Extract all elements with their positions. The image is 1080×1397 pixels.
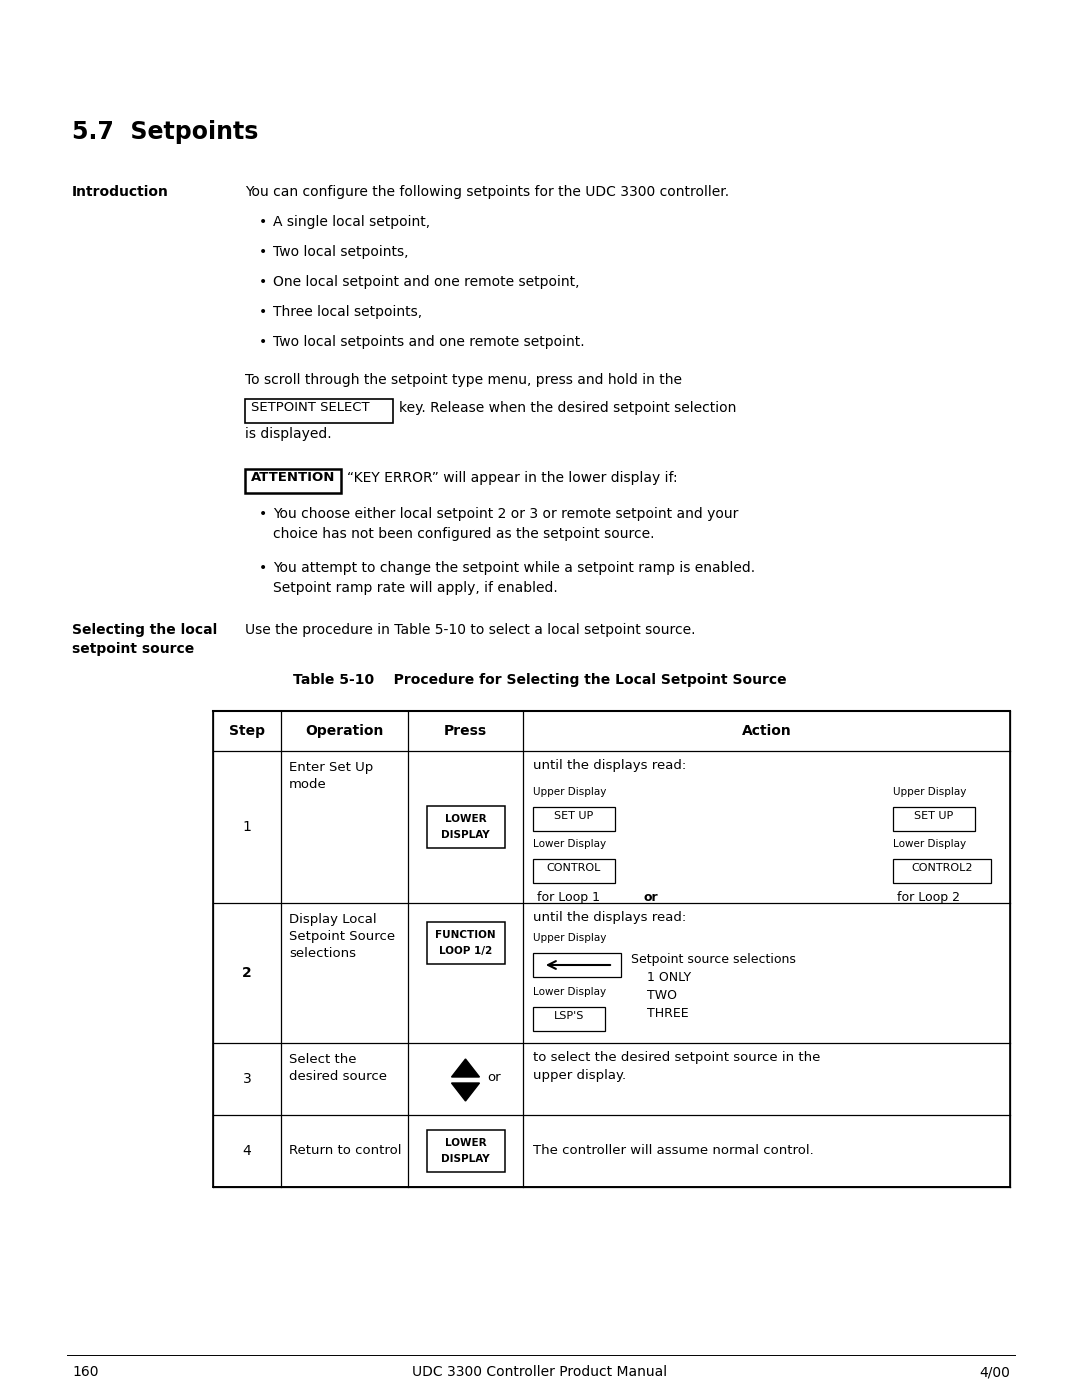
Text: Table 5-10    Procedure for Selecting the Local Setpoint Source: Table 5-10 Procedure for Selecting the L…: [293, 673, 787, 687]
Text: A single local setpoint,: A single local setpoint,: [273, 215, 430, 229]
Text: •: •: [259, 335, 267, 349]
Text: Operation: Operation: [306, 724, 383, 738]
Text: You choose either local setpoint 2 or 3 or remote setpoint and your: You choose either local setpoint 2 or 3 …: [273, 507, 739, 521]
Text: Lower Display: Lower Display: [534, 840, 606, 849]
Polygon shape: [451, 1083, 480, 1101]
Text: DISPLAY: DISPLAY: [442, 830, 490, 840]
Bar: [245, 400, 393, 423]
Text: 4/00: 4/00: [980, 1365, 1010, 1379]
Text: to select the desired setpoint source in the
upper display.: to select the desired setpoint source in…: [534, 1051, 821, 1083]
Text: Upper Display: Upper Display: [893, 787, 967, 798]
Text: UDC 3300 Controller Product Manual: UDC 3300 Controller Product Manual: [413, 1365, 667, 1379]
Text: Setpoint ramp rate will apply, if enabled.: Setpoint ramp rate will apply, if enable…: [273, 581, 557, 595]
Text: You attempt to change the setpoint while a setpoint ramp is enabled.: You attempt to change the setpoint while…: [273, 562, 755, 576]
Text: •: •: [259, 507, 267, 521]
Text: for Loop 1: for Loop 1: [537, 891, 600, 904]
Text: Use the procedure in Table 5-10 to select a local setpoint source.: Use the procedure in Table 5-10 to selec…: [245, 623, 696, 637]
Text: You can configure the following setpoints for the UDC 3300 controller.: You can configure the following setpoint…: [245, 184, 729, 198]
Text: •: •: [259, 275, 267, 289]
Text: •: •: [259, 305, 267, 319]
Text: LOWER: LOWER: [445, 814, 486, 824]
Text: 3: 3: [243, 1071, 252, 1085]
Text: Setpoint source selections: Setpoint source selections: [631, 953, 796, 965]
Text: 1: 1: [243, 820, 252, 834]
Bar: [213, 711, 1010, 752]
Text: CONTROL2: CONTROL2: [912, 863, 973, 873]
Bar: [534, 953, 621, 977]
Text: key. Release when the desired setpoint selection: key. Release when the desired setpoint s…: [399, 401, 737, 415]
Text: Selecting the local
setpoint source: Selecting the local setpoint source: [72, 623, 217, 657]
Text: Enter Set Up
mode: Enter Set Up mode: [289, 761, 374, 791]
Text: TWO: TWO: [647, 989, 677, 1002]
Text: SETPOINT SELECT: SETPOINT SELECT: [251, 401, 369, 414]
Bar: [245, 469, 341, 493]
Text: ATTENTION: ATTENTION: [251, 471, 336, 483]
Text: Return to control: Return to control: [289, 1144, 402, 1157]
Bar: [427, 806, 504, 848]
Text: 1 ONLY: 1 ONLY: [647, 971, 691, 983]
Polygon shape: [451, 1059, 480, 1077]
Text: FUNCTION: FUNCTION: [435, 930, 496, 940]
Text: Three local setpoints,: Three local setpoints,: [273, 305, 422, 319]
Text: “KEY ERROR” will appear in the lower display if:: “KEY ERROR” will appear in the lower dis…: [347, 471, 677, 485]
Text: 4: 4: [243, 1144, 252, 1158]
Text: One local setpoint and one remote setpoint,: One local setpoint and one remote setpoi…: [273, 275, 580, 289]
Bar: [534, 1007, 605, 1031]
Text: CONTROL: CONTROL: [546, 863, 602, 873]
Text: LOWER: LOWER: [445, 1139, 486, 1148]
Text: Step: Step: [229, 724, 265, 738]
Text: Display Local
Setpoint Source
selections: Display Local Setpoint Source selections: [289, 914, 395, 960]
Text: The controller will assume normal control.: The controller will assume normal contro…: [534, 1144, 813, 1157]
Text: Introduction: Introduction: [72, 184, 168, 198]
Text: Upper Display: Upper Display: [534, 933, 606, 943]
Text: SET UP: SET UP: [554, 812, 594, 821]
Text: •: •: [259, 244, 267, 258]
Text: THREE: THREE: [647, 1007, 689, 1020]
Bar: [213, 711, 1010, 1187]
Text: choice has not been configured as the setpoint source.: choice has not been configured as the se…: [273, 527, 654, 541]
Text: Select the
desired source: Select the desired source: [289, 1053, 387, 1083]
Text: 160: 160: [72, 1365, 98, 1379]
Text: Press: Press: [444, 724, 487, 738]
Text: SET UP: SET UP: [915, 812, 954, 821]
Text: Two local setpoints,: Two local setpoints,: [273, 244, 408, 258]
Text: Lower Display: Lower Display: [534, 988, 606, 997]
Text: LOOP 1/2: LOOP 1/2: [438, 946, 492, 956]
Text: until the displays read:: until the displays read:: [534, 911, 686, 923]
Text: 2: 2: [242, 965, 252, 981]
Text: LSP'S: LSP'S: [554, 1011, 584, 1021]
Text: Two local setpoints and one remote setpoint.: Two local setpoints and one remote setpo…: [273, 335, 584, 349]
Bar: [893, 807, 975, 831]
Text: To scroll through the setpoint type menu, press and hold in the: To scroll through the setpoint type menu…: [245, 373, 681, 387]
Text: or: or: [487, 1071, 501, 1084]
Text: 5.7  Setpoints: 5.7 Setpoints: [72, 120, 258, 144]
Bar: [534, 859, 615, 883]
Text: or: or: [643, 891, 658, 904]
Text: Action: Action: [742, 724, 792, 738]
Bar: [893, 859, 991, 883]
Text: is displayed.: is displayed.: [245, 427, 332, 441]
Bar: [427, 922, 504, 964]
Text: until the displays read:: until the displays read:: [534, 759, 686, 773]
Bar: [534, 807, 615, 831]
Text: Upper Display: Upper Display: [534, 787, 606, 798]
Text: •: •: [259, 562, 267, 576]
Text: Lower Display: Lower Display: [893, 840, 967, 849]
Text: for Loop 2: for Loop 2: [897, 891, 960, 904]
Bar: [427, 1130, 504, 1172]
Text: DISPLAY: DISPLAY: [442, 1154, 490, 1164]
Text: •: •: [259, 215, 267, 229]
